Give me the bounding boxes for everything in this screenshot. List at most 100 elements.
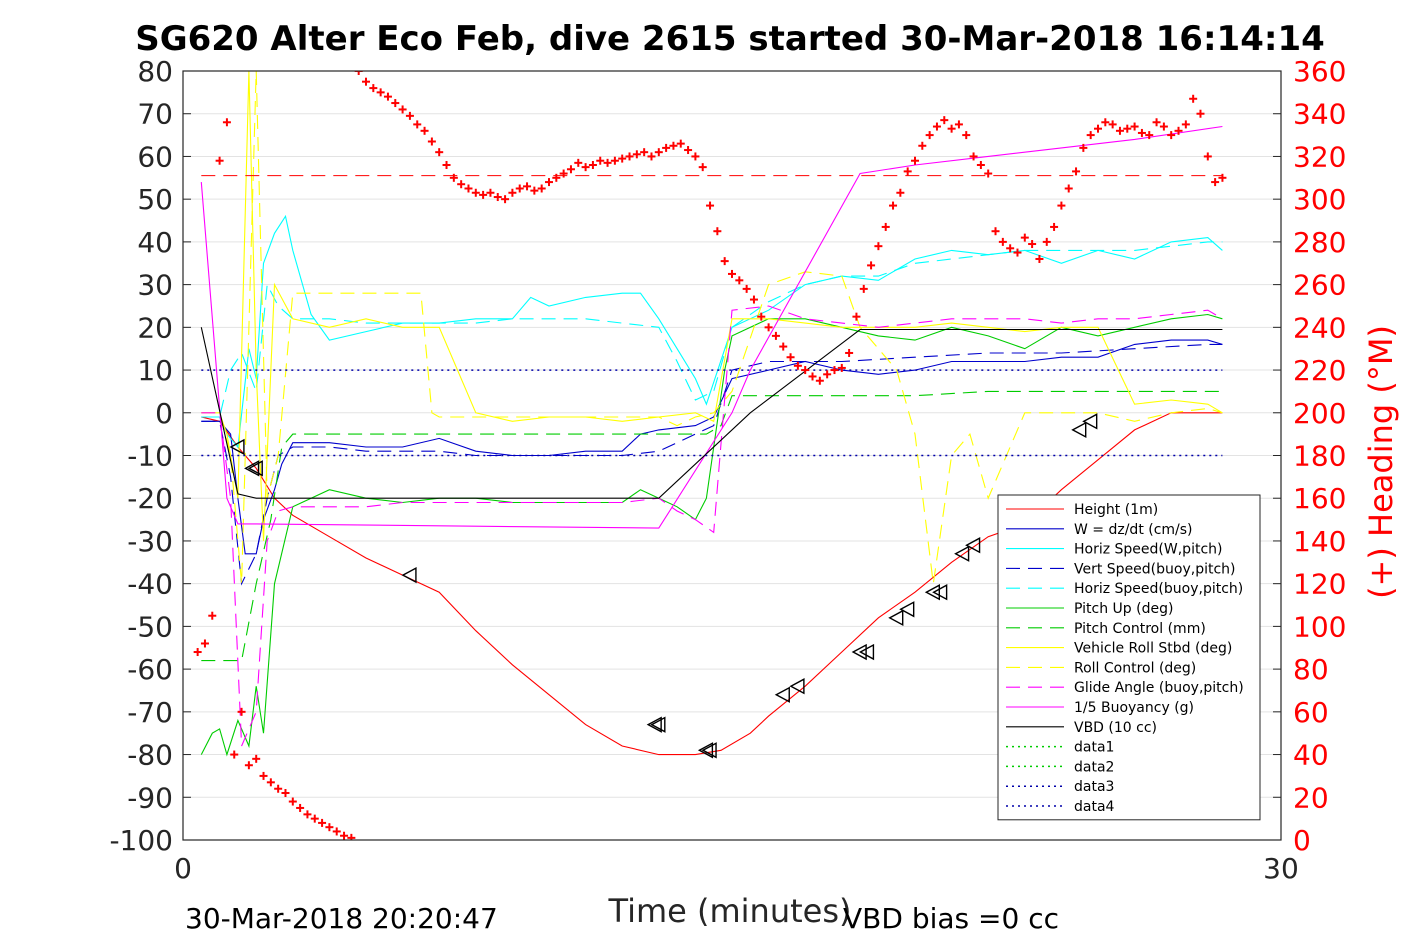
height-marker [1071, 421, 1087, 439]
heading-point [391, 99, 400, 108]
height-marker [401, 566, 417, 584]
heading-point [859, 284, 868, 293]
heading-point [823, 370, 832, 379]
heading-point [720, 257, 729, 266]
heading-point [742, 284, 751, 293]
legend-label: Vert Speed(buoy,pitch) [1074, 561, 1236, 577]
legend-item: data2 [1006, 759, 1114, 775]
heading-point [552, 173, 561, 182]
height-marker [1082, 413, 1098, 430]
series-line [201, 241, 1223, 418]
heading-point [530, 186, 539, 195]
heading-point [296, 803, 305, 812]
heading-point [405, 111, 414, 120]
heading-point [1189, 94, 1198, 103]
footer-timestamp: 30-Mar-2018 20:20:47 [185, 902, 498, 935]
heading-point [413, 120, 422, 129]
heading-point [215, 156, 224, 165]
y-right-tick-label: 360 [1293, 55, 1346, 88]
height-marker [965, 537, 981, 554]
legend-item: Horiz Speed(buoy,pitch) [1006, 581, 1243, 597]
heading-point [193, 648, 202, 657]
heading-point [574, 158, 583, 167]
height-marker [954, 545, 970, 562]
heading-point [735, 276, 744, 285]
y-axis-right: 3603403203002802602402202001801601401201… [1273, 55, 1346, 857]
heading-point [713, 227, 722, 236]
heading-point [427, 137, 436, 146]
legend-label: Pitch Control (mm) [1074, 621, 1206, 637]
legend-label: Height (1m) [1074, 502, 1158, 518]
height-marker [932, 584, 948, 601]
heading-point [976, 160, 985, 169]
heading-point [537, 184, 546, 193]
series-line [201, 343, 1223, 586]
heading-point [640, 148, 649, 157]
chart-title: SG620 Alter Eco Feb, dive 2615 started 3… [135, 19, 1325, 59]
legend-item: data1 [1006, 740, 1114, 756]
heading-point [662, 143, 671, 152]
heading-point [354, 71, 363, 75]
series-line [201, 214, 1223, 449]
heading-point [1079, 143, 1088, 152]
heading-point [596, 156, 605, 165]
heading-point [325, 823, 334, 832]
heading-point [1174, 126, 1183, 135]
heading-point [1094, 124, 1102, 133]
heading-point [991, 227, 1000, 236]
legend-label: VBD (10 cc) [1074, 720, 1157, 736]
heading-point [464, 184, 473, 193]
x-tick-label: 0 [174, 852, 192, 885]
heading-point [318, 818, 327, 827]
legend-label: Vehicle Roll Stbd (deg) [1074, 641, 1232, 657]
footer-vbd-bias: VBD bias =0 cc [843, 902, 1059, 935]
heading-point [1159, 122, 1168, 131]
heading-point [303, 810, 312, 819]
x-tick-label: 30 [1263, 852, 1299, 885]
y-right-tick-label: 220 [1293, 354, 1346, 387]
heading-point [610, 156, 619, 165]
heading-point [1101, 118, 1110, 127]
y-right-tick-label: 260 [1293, 269, 1346, 302]
heading-point [1108, 120, 1117, 129]
heading-point [947, 124, 956, 133]
heading-point [347, 833, 356, 840]
y-tick-label: -100 [109, 824, 173, 857]
heading-point [889, 201, 898, 210]
heading-point [508, 188, 517, 197]
height-marker [229, 438, 245, 456]
series-line [201, 339, 1223, 555]
legend-item: Height (1m) [1006, 502, 1158, 518]
series-line [201, 390, 1223, 662]
legend-item: Pitch Control (mm) [1006, 621, 1206, 637]
y-right-tick-label: 120 [1293, 568, 1346, 601]
legend-label: data1 [1074, 740, 1114, 756]
y-right-tick-label: 140 [1293, 525, 1346, 558]
y-tick-label: 10 [137, 354, 173, 387]
heading-point [779, 342, 788, 351]
heading-point [969, 152, 978, 161]
heading-point [691, 152, 700, 161]
legend-label: W = dz/dt (cm/s) [1074, 522, 1193, 538]
heading-point [274, 784, 283, 793]
heading-point [603, 158, 612, 167]
y-right-tick-label: 40 [1293, 739, 1329, 772]
y-tick-label: -70 [127, 696, 173, 729]
heading-point [398, 105, 407, 114]
heading-point [340, 831, 349, 840]
y-right-tick-label: 340 [1293, 98, 1346, 131]
heading-point [706, 201, 715, 210]
y-right-tick-label: 300 [1293, 183, 1346, 216]
heading-point [588, 160, 597, 169]
heading-point [998, 237, 1007, 246]
y-right-tick-label: 320 [1293, 140, 1346, 173]
heading-point [962, 131, 971, 140]
heading-point [684, 146, 693, 155]
series-line [200, 327, 1223, 499]
heading-series [193, 71, 1227, 840]
heading-point [259, 771, 268, 780]
heading-point [1167, 131, 1176, 140]
y-right-tick-label: 160 [1293, 482, 1346, 515]
y-right-tick-label: 280 [1293, 226, 1346, 259]
heading-point [786, 353, 795, 362]
